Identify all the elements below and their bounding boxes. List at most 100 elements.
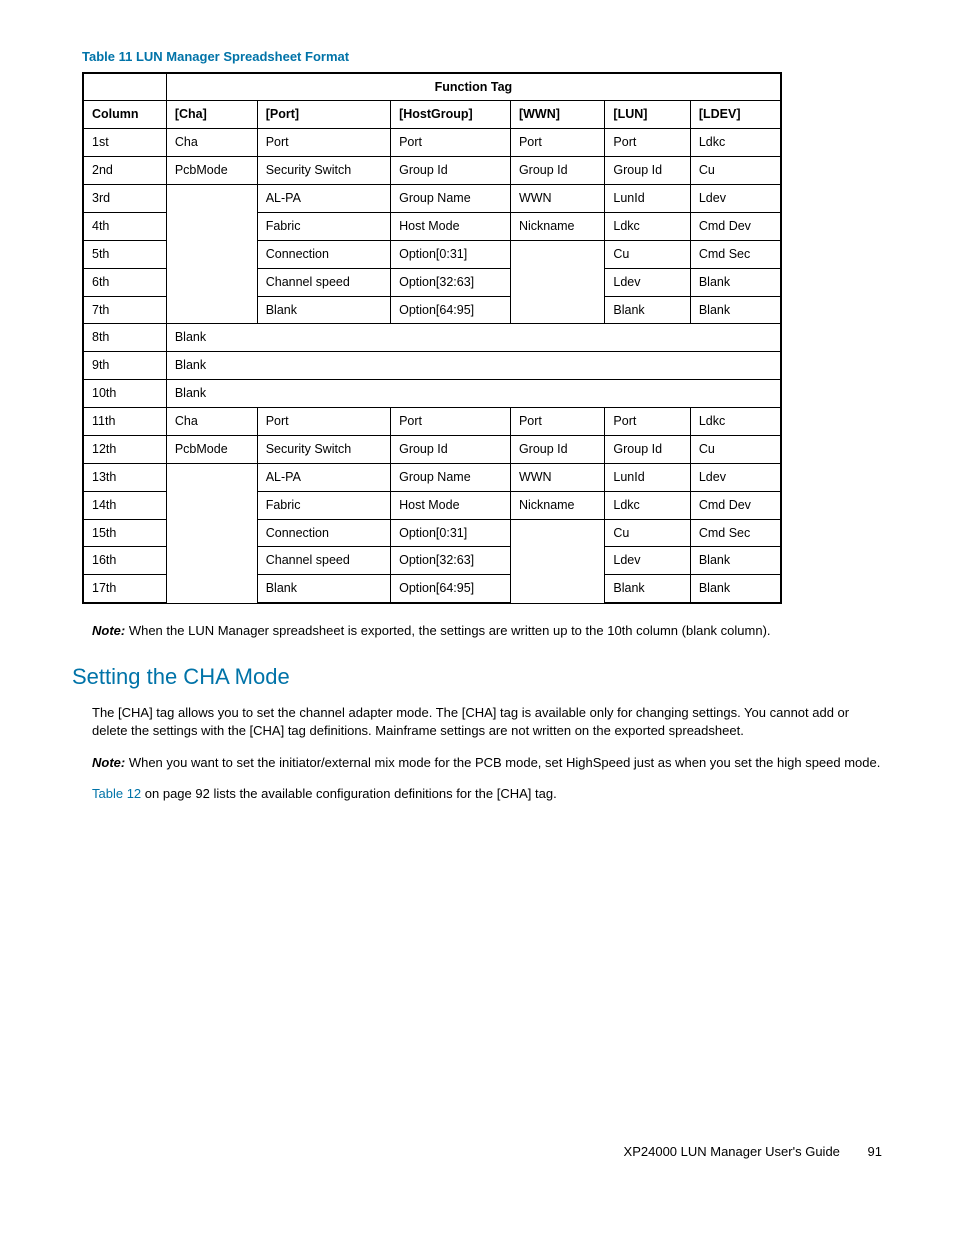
table-cell: LunId bbox=[605, 463, 690, 491]
table-cell: Cmd Sec bbox=[690, 519, 781, 547]
section-heading: Setting the CHA Mode bbox=[72, 662, 882, 692]
table-cell: 11th bbox=[83, 408, 166, 436]
table-cell: 16th bbox=[83, 547, 166, 575]
table-cell: Port bbox=[510, 129, 604, 157]
table-cell: 12th bbox=[83, 435, 166, 463]
table-cell: Connection bbox=[257, 519, 390, 547]
table-cell: Port bbox=[391, 408, 511, 436]
table-corner-blank bbox=[83, 73, 166, 101]
table-cell: Blank bbox=[257, 575, 390, 603]
table-cell: Blank bbox=[690, 575, 781, 603]
table-cell: 7th bbox=[83, 296, 166, 324]
table-cell: Host Mode bbox=[391, 491, 511, 519]
table-cell: Ldev bbox=[690, 463, 781, 491]
note-label: Note: bbox=[92, 623, 125, 638]
table-cell: Fabric bbox=[257, 491, 390, 519]
table-cell: Option[0:31] bbox=[391, 240, 511, 268]
col-header-ldev: [LDEV] bbox=[690, 101, 781, 129]
col-header-lun: [LUN] bbox=[605, 101, 690, 129]
table-cell: Port bbox=[257, 408, 390, 436]
table-cell-merged-blank bbox=[166, 185, 257, 324]
table-cell: Cu bbox=[605, 240, 690, 268]
table-cell: 2nd bbox=[83, 157, 166, 185]
col-header-hostgroup: [HostGroup] bbox=[391, 101, 511, 129]
note-paragraph: Note: When you want to set the initiator… bbox=[92, 754, 882, 772]
table-cell: Host Mode bbox=[391, 212, 511, 240]
table-cell: Option[64:95] bbox=[391, 575, 511, 603]
table-cell: Cmd Dev bbox=[690, 212, 781, 240]
table-cell: Option[64:95] bbox=[391, 296, 511, 324]
table-cell-merged-blank bbox=[510, 240, 604, 324]
note-label: Note: bbox=[92, 755, 125, 770]
table-cell: Group Name bbox=[391, 463, 511, 491]
table-cell: Port bbox=[257, 129, 390, 157]
table-cell: Blank bbox=[690, 296, 781, 324]
paragraph: Table 12 on page 92 lists the available … bbox=[92, 785, 882, 803]
table-cell: 1st bbox=[83, 129, 166, 157]
table-cell: Cmd Sec bbox=[690, 240, 781, 268]
note-text: When the LUN Manager spreadsheet is expo… bbox=[125, 623, 770, 638]
table-cell: Ldev bbox=[690, 185, 781, 213]
table-cell: Option[32:63] bbox=[391, 547, 511, 575]
table-cell: WWN bbox=[510, 463, 604, 491]
table-cell: Nickname bbox=[510, 491, 604, 519]
page-footer: XP24000 LUN Manager User's Guide 91 bbox=[72, 1143, 882, 1161]
table-cell: Security Switch bbox=[257, 157, 390, 185]
col-header-cha: [Cha] bbox=[166, 101, 257, 129]
table-cell: 14th bbox=[83, 491, 166, 519]
table-cell: Group Name bbox=[391, 185, 511, 213]
table-cell: Connection bbox=[257, 240, 390, 268]
table-cell: Cha bbox=[166, 408, 257, 436]
table-cell: WWN bbox=[510, 185, 604, 213]
table-cell-span-blank: Blank bbox=[166, 352, 781, 380]
table-cell: Option[0:31] bbox=[391, 519, 511, 547]
table-cell: AL-PA bbox=[257, 463, 390, 491]
table-caption: Table 11 LUN Manager Spreadsheet Format bbox=[82, 48, 882, 66]
table-cell: Port bbox=[605, 408, 690, 436]
table-cell: 8th bbox=[83, 324, 166, 352]
table-cell: 9th bbox=[83, 352, 166, 380]
table-cell-merged-blank bbox=[166, 463, 257, 603]
note-text: When you want to set the initiator/exter… bbox=[125, 755, 880, 770]
table-cell-span-blank: Blank bbox=[166, 324, 781, 352]
table-cell: Ldev bbox=[605, 547, 690, 575]
table-cell: Port bbox=[510, 408, 604, 436]
table-cell: Blank bbox=[605, 575, 690, 603]
table-cell: PcbMode bbox=[166, 157, 257, 185]
xref-link[interactable]: Table 12 bbox=[92, 786, 141, 801]
lun-spreadsheet-table: Function Tag Column [Cha] [Port] [HostGr… bbox=[82, 72, 782, 605]
table-cell: Cu bbox=[690, 157, 781, 185]
table-cell: Channel speed bbox=[257, 547, 390, 575]
table-cell: PcbMode bbox=[166, 435, 257, 463]
table-cell: Group Id bbox=[605, 157, 690, 185]
table-cell: Blank bbox=[690, 268, 781, 296]
col-header-wwn: [WWN] bbox=[510, 101, 604, 129]
table-cell: Ldkc bbox=[690, 408, 781, 436]
table-cell: 5th bbox=[83, 240, 166, 268]
table-cell: Group Id bbox=[510, 157, 604, 185]
footer-page-number: 91 bbox=[868, 1144, 882, 1159]
table-cell: Ldkc bbox=[605, 491, 690, 519]
col-header-column: Column bbox=[83, 101, 166, 129]
table-cell: Blank bbox=[257, 296, 390, 324]
table-cell: Port bbox=[391, 129, 511, 157]
table-cell: Nickname bbox=[510, 212, 604, 240]
table-cell: 17th bbox=[83, 575, 166, 603]
footer-doc-title: XP24000 LUN Manager User's Guide bbox=[624, 1144, 840, 1159]
table-cell-span-blank: Blank bbox=[166, 380, 781, 408]
table-cell: 6th bbox=[83, 268, 166, 296]
table-cell: Option[32:63] bbox=[391, 268, 511, 296]
table-cell: 13th bbox=[83, 463, 166, 491]
paragraph: The [CHA] tag allows you to set the chan… bbox=[92, 704, 882, 739]
note-paragraph: Note: When the LUN Manager spreadsheet i… bbox=[92, 622, 882, 640]
table-cell: LunId bbox=[605, 185, 690, 213]
table-cell: Cu bbox=[605, 519, 690, 547]
table-cell: 10th bbox=[83, 380, 166, 408]
table-cell: Ldkc bbox=[605, 212, 690, 240]
table-cell: Channel speed bbox=[257, 268, 390, 296]
table-cell-merged-blank bbox=[510, 519, 604, 603]
table-cell: Cu bbox=[690, 435, 781, 463]
table-cell: 15th bbox=[83, 519, 166, 547]
paragraph-tail: on page 92 lists the available configura… bbox=[141, 786, 557, 801]
table-cell: Blank bbox=[690, 547, 781, 575]
